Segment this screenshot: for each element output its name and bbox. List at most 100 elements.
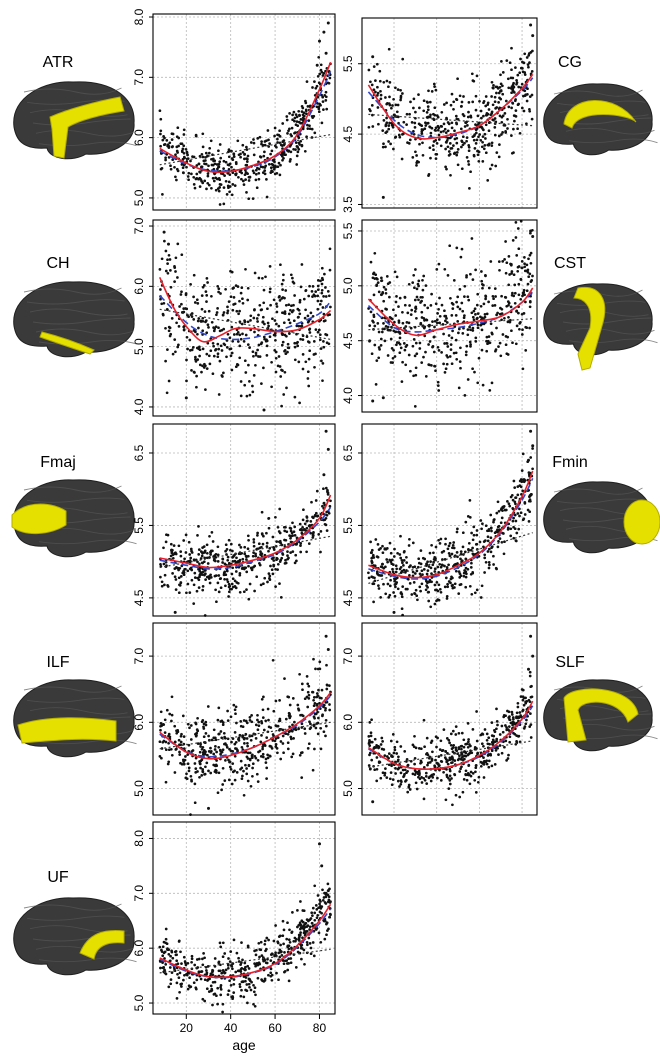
data-point	[316, 95, 320, 99]
data-point	[246, 172, 249, 176]
data-point	[506, 500, 509, 503]
data-point	[197, 567, 200, 571]
data-point	[522, 109, 526, 113]
data-point	[324, 286, 327, 289]
data-point	[480, 584, 484, 588]
data-point	[328, 76, 332, 80]
data-point	[260, 734, 263, 737]
data-point	[433, 567, 437, 571]
data-point	[295, 937, 298, 941]
data-point	[270, 170, 274, 173]
data-point	[286, 350, 289, 354]
data-point	[429, 605, 433, 609]
data-point	[266, 756, 270, 760]
data-point	[378, 574, 382, 577]
data-point	[368, 339, 371, 342]
data-point	[269, 726, 273, 729]
data-point	[261, 276, 264, 280]
data-point	[213, 327, 217, 331]
data-point	[436, 380, 440, 384]
data-point	[177, 576, 181, 580]
data-point	[415, 569, 419, 573]
data-point	[375, 767, 379, 771]
data-point	[213, 992, 217, 996]
data-point	[293, 358, 297, 362]
data-point	[499, 354, 503, 358]
data-point	[461, 135, 465, 139]
data-point	[472, 525, 476, 529]
data-point	[205, 277, 209, 280]
data-point	[295, 154, 299, 158]
data-point	[376, 94, 379, 97]
linear-fit-line	[159, 535, 331, 569]
data-point	[249, 988, 253, 992]
data-point	[216, 352, 220, 356]
data-point	[519, 695, 523, 698]
data-point	[408, 304, 411, 307]
data-point	[231, 577, 235, 581]
data-point	[393, 594, 397, 598]
data-point	[411, 772, 415, 776]
data-point	[387, 47, 391, 51]
data-point	[275, 145, 278, 149]
data-point	[318, 39, 321, 43]
data-point	[198, 154, 202, 158]
data-point	[516, 227, 520, 230]
data-point	[193, 801, 197, 805]
red-fit-line	[367, 73, 534, 140]
data-point	[207, 183, 211, 187]
data-point	[255, 575, 259, 579]
data-point	[435, 745, 438, 749]
y-tick-label: 6.0	[132, 940, 146, 957]
brain-tract-icon	[13, 897, 137, 976]
data-point	[185, 165, 188, 169]
data-point	[218, 160, 222, 164]
data-point	[423, 127, 427, 131]
data-point	[462, 114, 466, 118]
data-point	[481, 160, 485, 163]
data-point	[246, 741, 249, 745]
data-point	[219, 292, 222, 295]
data-point	[470, 561, 473, 565]
data-point	[487, 529, 491, 533]
data-point	[267, 938, 270, 942]
data-point	[316, 294, 320, 298]
data-point	[280, 332, 284, 335]
data-point	[248, 380, 251, 383]
data-point	[379, 97, 383, 101]
data-point	[475, 533, 479, 537]
data-point	[169, 542, 173, 546]
data-point	[260, 720, 263, 723]
data-point	[375, 62, 379, 66]
data-point	[268, 142, 271, 145]
data-point	[219, 945, 223, 949]
data-point	[232, 333, 236, 336]
data-point	[268, 754, 272, 758]
data-point	[459, 127, 463, 131]
data-point	[269, 564, 272, 568]
data-point	[211, 1003, 214, 1007]
data-point	[234, 162, 238, 166]
data-point	[521, 698, 525, 702]
data-point	[321, 379, 324, 383]
data-point	[492, 520, 495, 524]
data-point	[301, 118, 305, 122]
data-point	[392, 751, 396, 755]
data-point	[281, 552, 284, 555]
data-point	[457, 592, 461, 595]
data-point	[497, 134, 501, 138]
data-point	[371, 55, 375, 59]
data-point	[505, 728, 509, 732]
data-point	[511, 498, 515, 502]
data-point	[306, 924, 310, 927]
data-point	[464, 520, 468, 524]
data-point	[402, 568, 406, 572]
data-point	[517, 311, 520, 315]
data-point	[204, 319, 208, 322]
data-point	[370, 83, 374, 87]
data-point	[523, 71, 527, 74]
data-point	[446, 752, 449, 755]
data-point	[320, 276, 324, 280]
data-point	[474, 123, 477, 126]
data-point	[383, 547, 387, 551]
